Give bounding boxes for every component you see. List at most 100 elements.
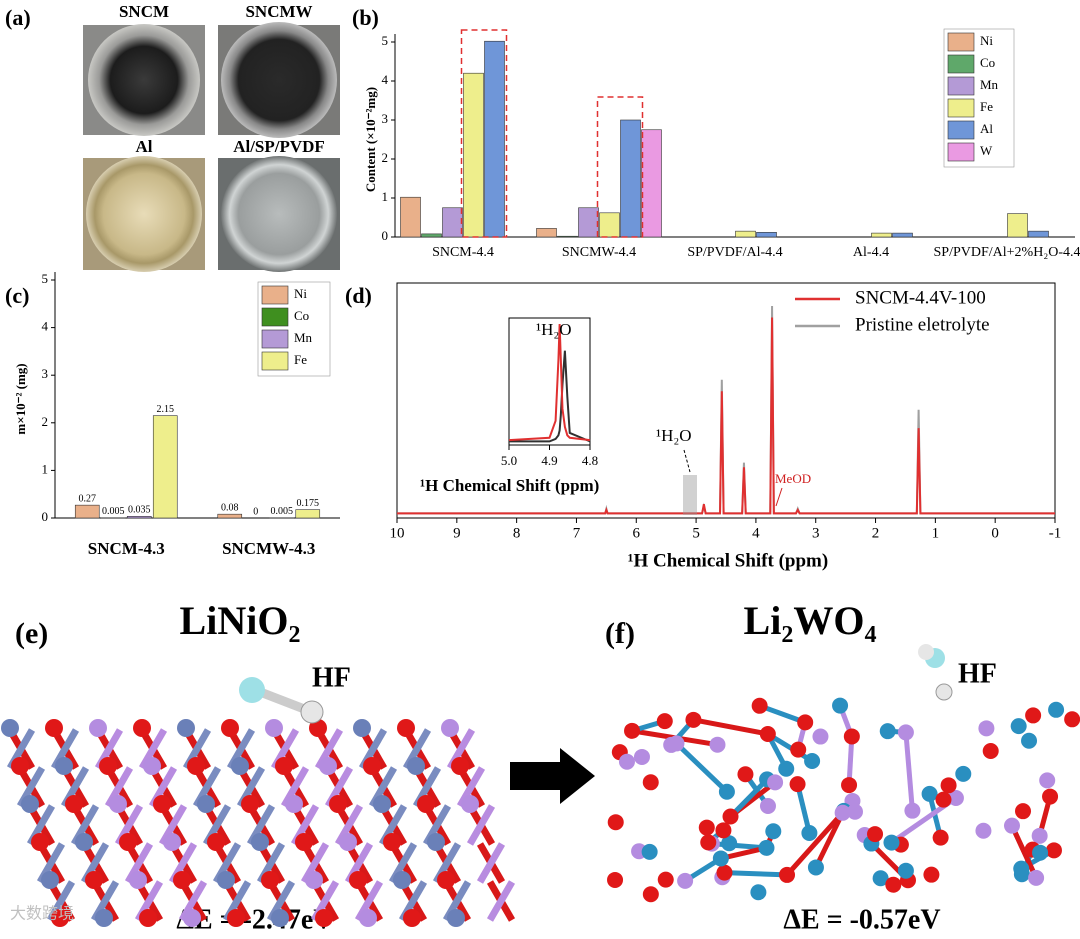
legend-label: Mn <box>980 77 999 92</box>
atom <box>722 808 739 825</box>
panel-label: (e) <box>15 617 48 650</box>
y-tick-label: 3 <box>382 111 389 126</box>
atom <box>51 909 69 927</box>
atom <box>797 714 814 731</box>
atom <box>885 876 902 893</box>
atom <box>1064 711 1080 728</box>
data-label: 0 <box>253 506 258 517</box>
x-tick-label: SNCM-4.3 <box>88 539 165 558</box>
atom <box>982 742 999 759</box>
data-label: 0.27 <box>79 493 97 504</box>
atom <box>1028 869 1045 886</box>
atom <box>417 795 435 813</box>
atom <box>812 728 829 745</box>
y-tick-label: 2 <box>42 414 49 429</box>
atom <box>251 833 269 851</box>
atom <box>261 871 279 889</box>
atom <box>65 795 83 813</box>
atom <box>359 909 377 927</box>
atom <box>363 757 381 775</box>
bond <box>728 777 769 819</box>
annotation-leader <box>683 449 691 473</box>
atom <box>461 795 479 813</box>
panel-label: (b) <box>352 5 379 30</box>
atom <box>935 791 952 808</box>
atom <box>779 866 796 883</box>
y-tick-label: 0 <box>42 509 49 524</box>
bar <box>74 504 100 519</box>
atom <box>656 713 673 730</box>
atom <box>163 833 181 851</box>
atom <box>177 719 195 737</box>
bar <box>756 232 777 238</box>
atom <box>139 909 157 927</box>
legend-swatch <box>261 351 289 371</box>
bar <box>217 513 243 519</box>
atom <box>750 884 767 901</box>
atom <box>319 757 337 775</box>
legend-label: Mn <box>294 330 313 345</box>
atom <box>804 753 821 770</box>
atom <box>897 862 914 879</box>
legend-swatch <box>947 32 975 52</box>
x-tick-label: 4 <box>752 525 760 541</box>
atom <box>349 871 367 889</box>
bar <box>557 235 578 238</box>
x-tick-label: 10 <box>390 525 405 541</box>
atom <box>765 823 782 840</box>
atom <box>758 839 775 856</box>
data-label: 0.08 <box>221 502 239 513</box>
panel-label: (f) <box>605 617 635 650</box>
atom <box>21 795 39 813</box>
data-label: 0.175 <box>297 498 320 509</box>
spectrum-line <box>397 317 1055 515</box>
y-tick-label: 5 <box>382 33 389 48</box>
panel-label: (d) <box>345 283 372 308</box>
atom <box>879 723 896 740</box>
legend-swatch <box>947 120 975 140</box>
atom <box>275 757 293 775</box>
annotation-leader <box>775 487 783 507</box>
atom <box>265 719 283 737</box>
atom <box>41 871 59 889</box>
bond <box>476 842 506 884</box>
x-tick-label: 6 <box>633 525 641 541</box>
atom <box>217 871 235 889</box>
atom <box>227 909 245 927</box>
legend-swatch <box>947 98 975 118</box>
bar <box>871 232 892 238</box>
x-tick-label: 7 <box>573 525 581 541</box>
atom <box>1039 772 1056 789</box>
atom <box>305 871 323 889</box>
atom <box>618 753 635 770</box>
atom <box>904 802 921 819</box>
bond <box>795 783 812 834</box>
structure-title: Li₂WO₄ <box>744 598 877 643</box>
molecule-label: HF <box>312 662 351 693</box>
bar <box>1007 213 1028 238</box>
atom <box>932 829 949 846</box>
atom <box>143 757 161 775</box>
bar <box>152 415 178 519</box>
atom <box>737 766 754 783</box>
atom <box>95 909 113 927</box>
atom <box>31 833 49 851</box>
bond <box>785 811 845 877</box>
atom <box>427 833 445 851</box>
atom <box>642 774 659 791</box>
bar <box>641 129 662 238</box>
atom <box>315 909 333 927</box>
atom <box>778 760 795 777</box>
plot-frame <box>396 282 1056 519</box>
spectrum-line <box>508 324 591 442</box>
bar <box>620 119 641 238</box>
atom <box>751 697 768 714</box>
photo-disc <box>221 22 337 138</box>
legend-label: Co <box>980 55 995 70</box>
x-tick-label: SNCMW-4.4 <box>562 245 636 260</box>
legend-swatch <box>261 329 289 349</box>
atom <box>441 719 459 737</box>
annotation: MeOD <box>775 471 811 486</box>
bar <box>463 72 484 238</box>
data-label: 0.005 <box>102 506 125 517</box>
